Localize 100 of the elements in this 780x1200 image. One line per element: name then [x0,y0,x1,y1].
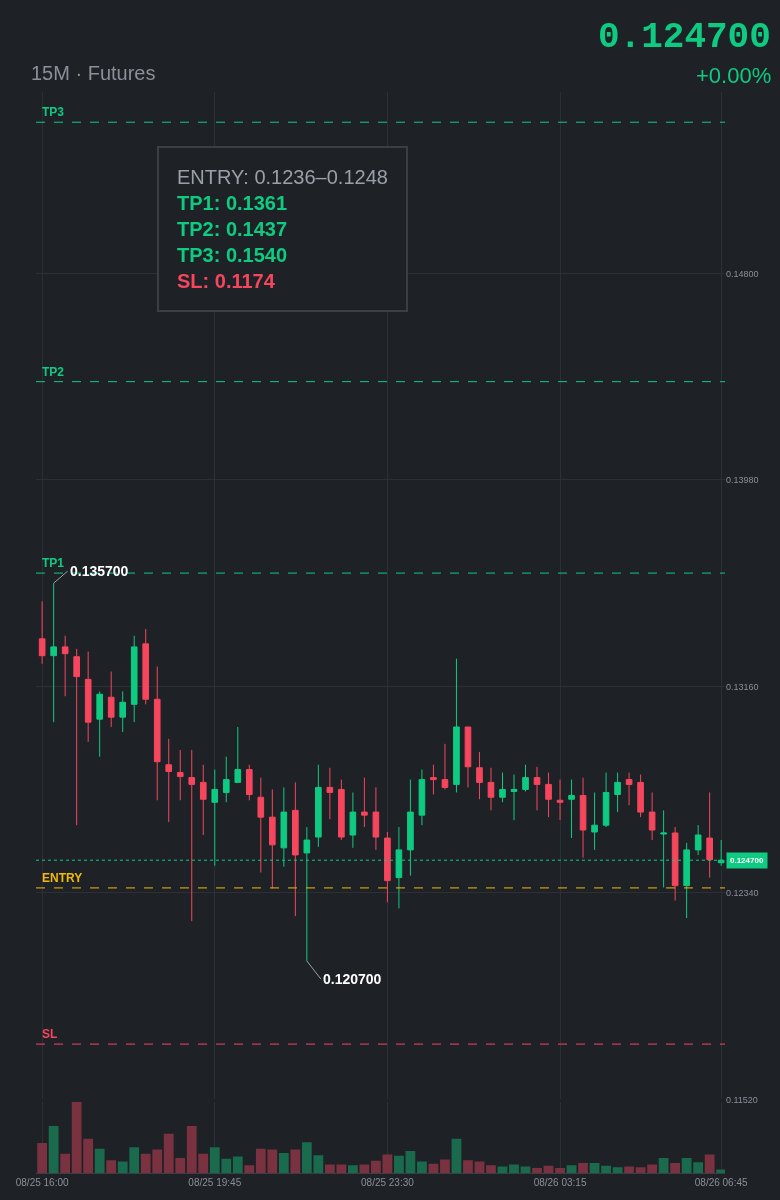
bar [37,1143,48,1173]
bar [624,1166,634,1173]
bar [716,1169,725,1173]
candlestick [119,690,127,733]
bar [589,1163,600,1173]
bar [463,1160,473,1173]
candlestick [522,764,529,792]
candlestick [38,600,46,665]
candlestick [510,774,518,821]
annotation: SL: 0.1174 [177,270,276,292]
candlestick [637,774,644,818]
x-tick-label: 08/25 23:30 [361,1177,415,1188]
candlestick [568,779,575,839]
candlestick [50,582,57,723]
candlestick [602,772,610,828]
bar [566,1165,577,1173]
candlestick [694,824,702,856]
bar [405,1150,416,1173]
candlestick [315,764,322,848]
ref-line-label: TP1 [42,556,65,570]
bar [232,1156,243,1173]
x-tick-label: 08/25 16:00 [15,1177,69,1188]
bar [486,1165,496,1173]
text: +0.00% [696,63,772,88]
bar [658,1158,669,1173]
bar [60,1153,71,1173]
y-tick-label: 0.11520 [726,1094,758,1105]
candlestick [706,791,713,879]
candlestick [418,769,426,826]
bar [371,1160,381,1173]
candlestick [671,826,679,902]
candlestick [84,651,92,743]
annotation: 0.120700 [323,971,382,987]
x-tick-label: 08/26 06:45 [694,1177,749,1188]
y-tick-label: 0.14800 [726,268,759,279]
chart-subtitle: 15M · Futures [31,62,156,84]
bar [48,1125,59,1173]
bar [359,1164,370,1173]
bar [509,1164,519,1173]
ref-line-label: TP3 [42,105,65,119]
bar [382,1154,393,1173]
bar [244,1165,255,1173]
candlestick [61,635,69,697]
bar [417,1161,427,1173]
candlestick [476,751,483,800]
bar [612,1167,623,1173]
candlestick [96,690,103,758]
candlestick [430,764,437,795]
candlestick [73,648,80,826]
bar [290,1149,301,1173]
candlestick [234,726,242,783]
x-tick-label: 08/26 03:15 [533,1177,587,1188]
candlestick [269,788,276,889]
candlestick [579,777,587,859]
candlestick [245,764,253,801]
candlestick [372,786,380,851]
y-tick-label: 0.13160 [726,681,759,692]
candlestick [176,749,184,801]
candlestick [130,635,138,723]
bar [555,1168,565,1173]
bar [635,1167,646,1173]
annotation: TP3: 0.1540 [177,244,288,266]
candlestick [153,666,161,801]
candlestick [326,767,334,820]
bar [347,1165,358,1173]
bar [440,1159,450,1173]
candlestick [614,772,621,813]
candlestick [165,738,173,823]
bar [278,1153,289,1173]
x-tick-label: 08/25 19:45 [188,1177,242,1188]
candlestick [545,772,552,818]
candlestick [107,671,115,728]
candlestick [257,777,265,874]
candlestick [199,764,207,836]
candlestick [625,772,633,806]
bar [394,1155,404,1173]
annotation: TP2: 0.1437 [177,218,288,240]
bar [578,1163,588,1173]
candlestick [453,658,460,793]
annotation: 0.135700 [70,563,129,579]
bar [543,1165,554,1173]
candlestick [188,749,196,922]
candlestick [338,779,345,841]
bar [670,1163,681,1173]
bar [451,1138,462,1173]
bar [704,1154,715,1173]
candlestick [487,767,495,811]
candlestick [464,726,472,788]
annotation: ENTRY: 0.1236–0.1248 [177,166,388,188]
bar [106,1160,117,1173]
text: 0.124700 [598,17,771,58]
candlestick [142,628,150,705]
y-tick-label: 0.13980 [726,475,759,486]
candlestick [349,791,357,849]
candlestick [556,779,564,821]
bar [647,1164,657,1173]
candlestick [222,756,230,803]
annotation: TP1: 0.1361 [177,192,288,214]
y-tick-label: 0.12340 [726,888,759,899]
candlestick [384,831,391,903]
